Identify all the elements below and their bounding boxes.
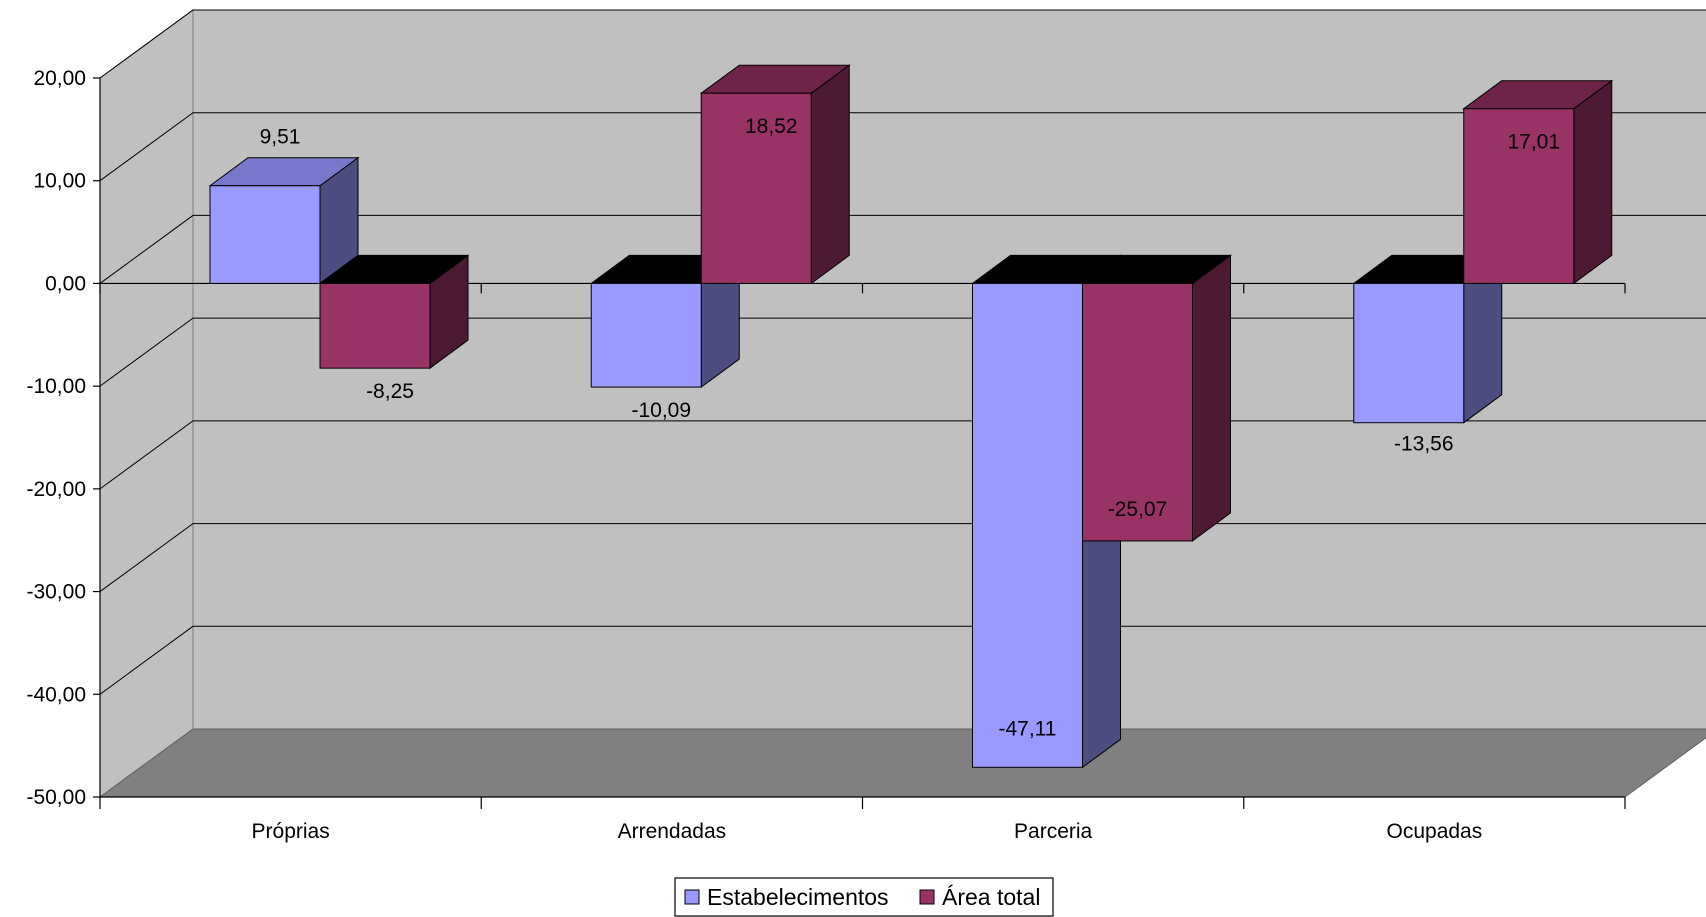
gridline xyxy=(99,112,1706,182)
floor xyxy=(98,728,1706,798)
bar xyxy=(700,92,812,284)
data-label: 9,51 xyxy=(260,126,301,149)
legend-label: Estabelecimentos xyxy=(707,884,889,910)
bar xyxy=(590,282,702,388)
data-label: -25,07 xyxy=(1108,498,1168,521)
legend-swatch xyxy=(919,889,935,905)
gridline xyxy=(99,9,1706,79)
bar-estabelecimentos xyxy=(208,156,360,285)
bars xyxy=(208,64,1614,769)
y-tick-label: -30,00 xyxy=(26,581,86,604)
data-label: 18,52 xyxy=(745,115,798,138)
bar-área-total xyxy=(318,254,470,370)
data-label: -13,56 xyxy=(1394,433,1454,456)
y-tick-label: 0,00 xyxy=(45,272,86,295)
bar xyxy=(319,282,431,369)
bar xyxy=(1463,108,1575,284)
legend-label: Área total xyxy=(942,884,1040,910)
data-label: 17,01 xyxy=(1507,131,1560,154)
y-tick-label: -50,00 xyxy=(26,786,86,809)
data-labels: 9,51 -8,25 -10,09 18,52 -47,11 -25,07 -13,56 17… xyxy=(260,115,1560,740)
x-tick-label: Arrendadas xyxy=(618,820,727,843)
x-axis-labels: Próprias Arrendadas Parceria Ocupadas xyxy=(252,820,1483,843)
y-tick-label: 10,00 xyxy=(33,170,86,193)
chart-walls xyxy=(98,9,1706,798)
bar-área-total xyxy=(699,64,851,285)
y-tick-label: 20,00 xyxy=(33,67,86,90)
y-tick-label: -40,00 xyxy=(26,683,86,706)
x-tick-label: Próprias xyxy=(252,820,330,843)
bar-side xyxy=(810,64,850,285)
side-wall xyxy=(99,9,194,798)
bar-side xyxy=(1192,254,1231,542)
bar xyxy=(1082,282,1193,542)
bar xyxy=(209,185,321,284)
legend-box xyxy=(674,877,1054,917)
data-label: -47,11 xyxy=(999,717,1057,740)
bar-área-total xyxy=(1462,79,1614,285)
x-tick-label: Ocupadas xyxy=(1387,820,1483,843)
y-axis-labels: 20,00 10,00 0,00 -10,00 -20,00 -30,00 -40,00 -5… xyxy=(26,67,86,809)
data-label: -8,25 xyxy=(366,380,414,403)
x-tick-label: Parceria xyxy=(1014,820,1093,843)
bar-side xyxy=(1573,79,1613,285)
bar-área-total xyxy=(1080,254,1233,542)
gridline xyxy=(99,625,1706,695)
legend-swatch xyxy=(684,889,700,905)
y-tick-label: -20,00 xyxy=(26,478,86,501)
bar xyxy=(1353,282,1465,424)
data-label: -10,09 xyxy=(631,399,691,422)
bar xyxy=(972,282,1083,768)
gridline xyxy=(99,214,1706,284)
legend: Estabelecimentos Área total xyxy=(674,877,1054,917)
y-tick-label: -10,00 xyxy=(26,375,86,398)
